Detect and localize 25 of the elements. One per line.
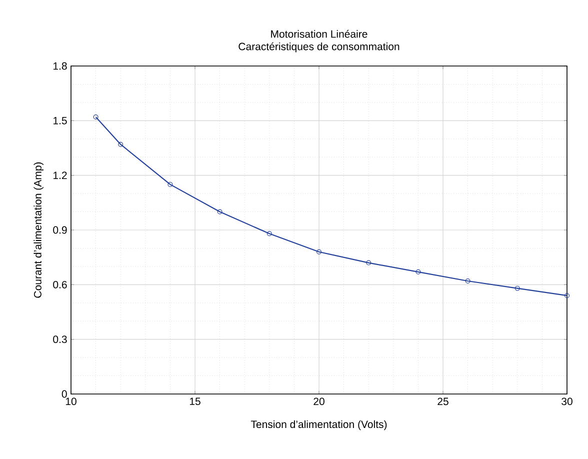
x-tick-label: 10 (66, 398, 76, 406)
x-tick-label: 25 (438, 398, 448, 406)
y-tick-label: 0.3 (53, 336, 67, 344)
x-tick-label: 20 (314, 398, 324, 406)
point (416, 269, 421, 274)
y-tick-label: 0.9 (53, 226, 67, 234)
point (316, 249, 322, 254)
x-axis-title: Tension d’alimentation (Volts) (250, 420, 387, 430)
point (168, 182, 173, 187)
x-tick-label: 30 (562, 398, 572, 406)
chart-title: Motorisation Linéaire (271, 30, 368, 38)
y-tick-label: 0.6 (53, 280, 67, 288)
y-tick-label: 1.5 (54, 117, 67, 124)
x-tick-label: 15 (190, 398, 200, 406)
point (366, 260, 372, 266)
point (465, 278, 470, 284)
point (266, 231, 272, 236)
chart-subtitle: Caractéristiques de consommation (238, 42, 400, 52)
y-tick-label: 0 (62, 390, 67, 398)
point (118, 142, 124, 147)
y-axis-title: Courant d’alimentation (Amp) (34, 162, 44, 298)
y-tick-label: 1.8 (54, 62, 67, 70)
point (514, 286, 520, 291)
point (217, 209, 222, 214)
y-tick-label: 1.2 (54, 172, 67, 179)
